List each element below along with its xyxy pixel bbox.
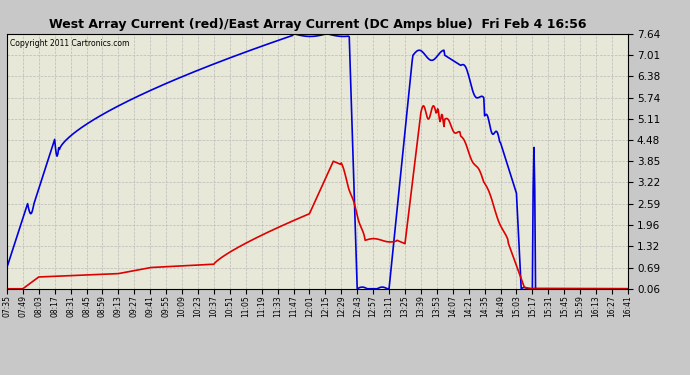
Text: Copyright 2011 Cartronics.com: Copyright 2011 Cartronics.com bbox=[10, 39, 130, 48]
Title: West Array Current (red)/East Array Current (DC Amps blue)  Fri Feb 4 16:56: West Array Current (red)/East Array Curr… bbox=[49, 18, 586, 31]
